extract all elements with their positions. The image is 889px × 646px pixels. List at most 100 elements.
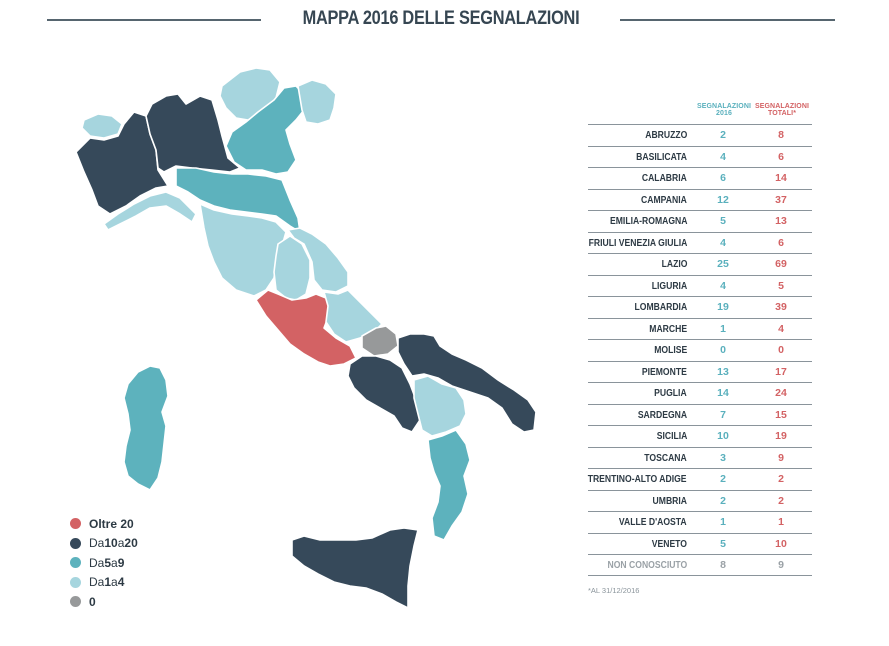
value-2016: 12	[717, 193, 729, 206]
table-row: ABRUZZO 2 8	[588, 124, 812, 146]
legend-item: Oltre 20	[70, 514, 138, 534]
value-2016: 2	[720, 129, 726, 142]
value-2016: 25	[717, 258, 729, 271]
legend-label: Da	[89, 536, 105, 551]
legend-label: Da	[89, 575, 105, 590]
region-name: UMBRIA	[652, 494, 687, 507]
value-2016: 2	[720, 494, 726, 507]
region-name: LAZIO	[661, 258, 687, 271]
map-region-lombardia	[145, 93, 241, 173]
region-name: MOLISE	[653, 344, 687, 357]
map-region-valle-d-aosta	[81, 113, 123, 139]
legend-dot	[70, 557, 81, 569]
value-2016: 2	[720, 473, 726, 486]
footnote: *AL 31/12/2016	[588, 586, 640, 595]
value-totali: 24	[775, 387, 787, 400]
value-2016: 1	[720, 516, 726, 529]
map-region-basilicata	[413, 375, 467, 437]
legend-label: 20	[124, 536, 138, 551]
value-totali: 39	[775, 301, 787, 314]
value-2016: 19	[717, 301, 729, 314]
map-region-liguria	[103, 191, 197, 231]
value-2016: 10	[717, 430, 729, 443]
table-row: LOMBARDIA 19 39	[588, 296, 812, 318]
value-totali: 6	[778, 236, 784, 249]
table-row: VALLE D'AOSTA 1 1	[588, 511, 812, 533]
legend-dot	[70, 537, 81, 549]
legend-label: 4	[117, 575, 125, 590]
legend-label: 5	[104, 555, 112, 570]
legend-item: 0	[70, 592, 138, 612]
region-name: NON CONOSCIUTO	[607, 558, 687, 571]
table-row: MARCHE 1 4	[588, 317, 812, 340]
value-2016: 7	[720, 408, 726, 421]
region-name: LOMBARDIA	[634, 301, 687, 314]
region-name: TRENTINO-ALTO ADIGE	[588, 473, 687, 486]
value-totali: 14	[775, 172, 787, 185]
region-name: SARDEGNA	[637, 408, 687, 421]
table-row: LAZIO 25 69	[588, 253, 812, 275]
table-row: SARDEGNA 7 15	[588, 403, 812, 426]
title-rule-right	[620, 19, 835, 21]
map-region-calabria	[427, 429, 471, 541]
value-2016: 14	[717, 387, 729, 400]
map-region-piemonte	[75, 111, 169, 215]
region-name: CALABRIA	[642, 172, 687, 185]
column-header-2016: SEGNALAZIONI 2016	[696, 103, 752, 117]
regions-table: ABRUZZO 2 8 BASILICATA 4 6 CALABRIA 6 14 CAMPANIA…	[588, 124, 812, 576]
value-totali: 69	[775, 258, 787, 271]
table-row: FRIULI VENEZIA GIULIA 4 6	[588, 231, 812, 254]
legend-label: a	[111, 575, 118, 590]
table-row: EMILIA-ROMAGNA 5 13	[588, 210, 812, 232]
table-row: MOLISE 0 0	[588, 339, 812, 361]
value-2016: 5	[720, 215, 726, 228]
region-name: PIEMONTE	[642, 365, 687, 378]
legend-label: 9	[117, 555, 125, 570]
map-region-campania	[347, 355, 421, 433]
legend-item: Da 10 a 20	[70, 534, 138, 554]
value-2016: 5	[720, 537, 726, 550]
italy-regions-map	[75, 67, 537, 609]
table-row: CAMPANIA 12 37	[588, 188, 812, 211]
table-row: VENETO 5 10	[588, 532, 812, 555]
value-totali: 37	[775, 193, 787, 206]
column-header-totali: SEGNALAZIONI TOTALI*	[754, 103, 810, 117]
table-row: BASILICATA 4 6	[588, 145, 812, 168]
value-2016: 1	[720, 322, 726, 335]
table-row: PIEMONTE 13 17	[588, 360, 812, 383]
value-2016: 4	[720, 236, 726, 249]
value-totali: 9	[778, 558, 784, 571]
legend-label: a	[117, 536, 125, 551]
value-2016: 8	[720, 558, 726, 571]
value-totali: 8	[778, 129, 784, 142]
region-name: EMILIA-ROMAGNA	[609, 215, 687, 228]
region-name: VENETO	[651, 537, 687, 550]
region-name: VALLE D'AOSTA	[619, 516, 687, 529]
map-region-toscana	[199, 203, 287, 297]
value-totali: 2	[778, 473, 784, 486]
value-totali: 6	[778, 150, 784, 163]
map-region-puglia	[397, 333, 537, 433]
value-totali: 1	[778, 516, 784, 529]
value-totali: 13	[775, 215, 787, 228]
value-totali: 0	[778, 344, 784, 357]
value-2016: 4	[720, 279, 726, 292]
table-row: LIGURIA 4 5	[588, 274, 812, 297]
value-totali: 9	[778, 451, 784, 464]
region-name: CAMPANIA	[641, 193, 687, 206]
table-row: TOSCANA 3 9	[588, 446, 812, 469]
table-row: NON CONOSCIUTO 8 9	[588, 554, 812, 576]
region-name: BASILICATA	[636, 150, 687, 163]
legend-label: 0	[89, 594, 96, 609]
value-2016: 4	[720, 150, 726, 163]
map-region-sardegna	[123, 365, 169, 491]
legend-label: Oltre 20	[89, 516, 134, 531]
value-2016: 13	[717, 365, 729, 378]
legend-label: Da	[89, 555, 105, 570]
value-totali: 5	[778, 279, 784, 292]
region-name: FRIULI VENEZIA GIULIA	[588, 236, 687, 249]
value-totali: 4	[778, 322, 784, 335]
legend-item: Da 5 a 9	[70, 553, 138, 573]
value-totali: 15	[775, 408, 787, 421]
